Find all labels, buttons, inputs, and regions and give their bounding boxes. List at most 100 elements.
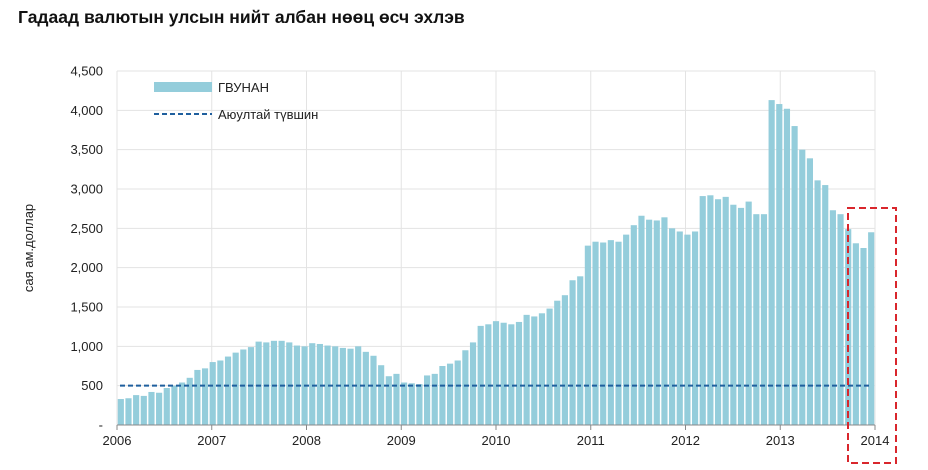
bar [240, 349, 247, 425]
bar [745, 201, 752, 425]
x-tick-label: 2013 [766, 433, 795, 448]
bar [278, 340, 285, 425]
bar [431, 373, 438, 425]
bar [224, 356, 232, 425]
bar [691, 231, 699, 425]
bar [485, 324, 492, 425]
x-tick-label: 2007 [197, 433, 226, 448]
bar [837, 214, 844, 425]
bar [783, 108, 791, 425]
bar [646, 219, 653, 425]
bar [523, 314, 530, 425]
bar [776, 104, 783, 425]
bar [569, 280, 576, 425]
bar [669, 228, 676, 425]
y-tick-label: - [99, 418, 103, 433]
bar [707, 195, 714, 425]
legend-label-bars: ГВУНАН [218, 80, 269, 95]
bar [638, 215, 645, 425]
bar [332, 346, 339, 425]
bar [829, 210, 836, 425]
bar [531, 316, 538, 425]
bar [424, 375, 431, 425]
bar [546, 308, 553, 425]
bar [270, 340, 278, 425]
bar [446, 363, 454, 425]
x-tick-label: 2008 [292, 433, 321, 448]
bar [408, 383, 415, 425]
bar [125, 398, 132, 425]
bar [370, 355, 377, 425]
bar [469, 342, 477, 425]
bar [232, 352, 239, 425]
bar [492, 321, 500, 425]
bar [339, 347, 346, 425]
bar [592, 241, 599, 425]
bar [171, 385, 178, 425]
bar [538, 313, 546, 425]
y-tick-label: 4,000 [70, 103, 103, 118]
y-tick-label: 4,500 [70, 64, 103, 79]
bar [186, 377, 193, 425]
bar [156, 392, 163, 425]
bar [148, 391, 155, 425]
bar [600, 242, 607, 425]
legend-label-threshold: Аюултай түвшин [218, 107, 318, 122]
bar [401, 382, 408, 425]
bar [117, 399, 124, 425]
bar [362, 351, 369, 425]
bar [607, 240, 614, 425]
bar [630, 225, 637, 425]
y-axis-label: сая ам.доллар [21, 204, 36, 292]
y-tick-label: 3,500 [70, 142, 103, 157]
bar [737, 207, 745, 425]
bar [309, 343, 316, 425]
bar [316, 343, 323, 425]
bar [852, 243, 859, 425]
bar [684, 234, 691, 425]
bar [347, 348, 354, 425]
y-tick-label: 500 [81, 378, 103, 393]
bar [653, 220, 660, 425]
chart-title: Гадаад валютын улсын нийт албан нөөц өсч… [18, 7, 465, 27]
bar [615, 241, 622, 425]
bar [714, 199, 722, 425]
bar [217, 360, 224, 425]
y-tick-label: 2,000 [70, 260, 103, 275]
x-tick-label: 2010 [482, 433, 511, 448]
x-tick-label: 2012 [671, 433, 700, 448]
bar [822, 185, 829, 425]
bar [286, 342, 293, 425]
bar [676, 231, 683, 425]
bar [577, 276, 584, 425]
y-tick-label: 1,000 [70, 339, 103, 354]
bar [561, 295, 568, 425]
x-tick-label: 2011 [577, 433, 605, 448]
bar [385, 376, 392, 425]
bar [209, 362, 216, 425]
bar [768, 100, 775, 426]
bar [462, 350, 469, 425]
bar [799, 149, 806, 425]
bar [814, 180, 821, 425]
bar [263, 342, 270, 425]
bar [753, 214, 760, 425]
bar [163, 388, 170, 425]
bar [554, 300, 561, 425]
bar [760, 214, 768, 425]
bar [623, 234, 630, 425]
bar [255, 341, 262, 425]
bar [730, 204, 737, 425]
bar [722, 196, 729, 425]
bar [194, 369, 201, 425]
bar [584, 245, 591, 425]
bar [500, 322, 507, 425]
bar [661, 217, 668, 425]
bar [416, 384, 423, 425]
highlight-box-2014 [847, 207, 897, 464]
y-tick-label: 1,500 [70, 300, 103, 315]
bar [355, 346, 362, 425]
bar [515, 321, 523, 425]
bar [133, 395, 140, 425]
